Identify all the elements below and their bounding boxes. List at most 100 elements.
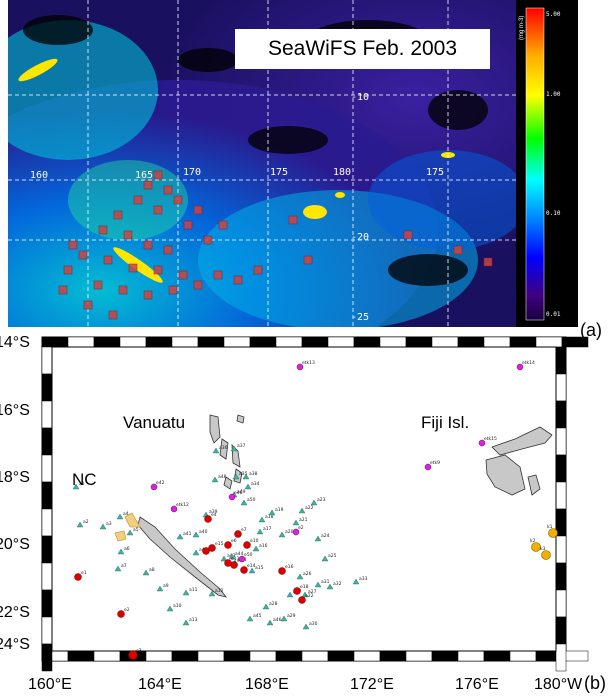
reef-outline — [124, 512, 141, 528]
panel-a-title: SeaWiFS Feb. 2003 — [235, 29, 490, 69]
station-triangle — [192, 549, 200, 556]
colorbar: 5.00 1.00 0.10 0.01 (mg m-3) — [516, 0, 578, 327]
station-square — [303, 255, 313, 265]
station-triangle — [166, 605, 174, 612]
station-label: a46 — [273, 617, 282, 623]
station-label: a3 — [106, 521, 112, 527]
svg-text:172°E: 172°E — [350, 676, 394, 693]
station-triangle — [182, 589, 190, 596]
station-square — [83, 300, 93, 310]
station-square — [193, 280, 203, 290]
station-square — [193, 205, 203, 215]
station-label: a1 — [79, 481, 85, 487]
colorbar-unit: (mg m-3) — [519, 15, 525, 40]
station-label: a48 — [218, 474, 227, 480]
station-triangle — [321, 555, 329, 562]
station-square — [78, 250, 88, 260]
station-label: a32 — [333, 581, 342, 587]
station-label: a2 — [83, 519, 89, 525]
station-triangle — [114, 565, 122, 572]
station-label: etk13 — [302, 360, 315, 366]
station-orange-circles: k1 k2 k3 — [530, 524, 558, 560]
station-triangle — [256, 528, 264, 535]
station-triangle — [292, 519, 300, 526]
station-square — [233, 275, 243, 285]
station-triangle — [242, 473, 250, 480]
station-magenta — [478, 439, 486, 447]
station-label: a23 — [317, 497, 326, 503]
station-triangle — [244, 483, 252, 490]
station-triangle — [208, 590, 216, 597]
station-triangle — [99, 523, 107, 530]
station-triangle — [296, 573, 304, 580]
station-triangle — [228, 553, 236, 560]
station-red — [243, 541, 251, 549]
svg-text:18°S: 18°S — [0, 469, 30, 486]
station-orange — [541, 550, 551, 560]
station-triangle — [192, 531, 200, 538]
station-label: e22 — [305, 593, 314, 599]
station-label: a31 — [321, 579, 330, 585]
station-magenta — [516, 363, 524, 371]
station-red — [204, 515, 212, 523]
svg-text:14°S: 14°S — [0, 334, 30, 351]
station-square — [288, 215, 298, 225]
station-triangle — [258, 516, 266, 523]
station-label: e3 — [136, 648, 142, 654]
station-map: a1a2a3a4a5a6a7a8a9a10a11a12a13a14a15a16a… — [0, 327, 616, 699]
sat-lat-label: -10 — [351, 92, 369, 103]
station-triangle — [314, 535, 322, 542]
station-label: a24 — [321, 533, 330, 539]
station-triangle — [76, 521, 84, 528]
station-label: k2 — [530, 538, 536, 544]
sat-lon-label: 170 — [183, 167, 201, 178]
station-triangle — [176, 533, 184, 540]
colorbar-tick: 0.10 — [546, 210, 561, 217]
station-label: e13 — [231, 556, 240, 562]
station-label: a18 — [265, 514, 274, 520]
station-label: a44 — [235, 551, 244, 557]
svg-text:176°E: 176°E — [455, 676, 499, 693]
vanuatu-island — [223, 476, 233, 490]
station-label: a6 — [124, 546, 130, 552]
station-red — [74, 573, 82, 581]
station-triangle — [326, 583, 334, 590]
station-red-circles: e1e2e3e4e5e6e7e8e10e13e14e15e16e18e22 — [74, 512, 314, 660]
svg-text:168°E: 168°E — [245, 676, 289, 693]
station-label: a22 — [305, 505, 314, 511]
svg-text:22°S: 22°S — [0, 604, 30, 621]
station-label: a9 — [163, 583, 169, 589]
station-triangle — [156, 585, 164, 592]
station-triangle — [248, 567, 256, 574]
station-triangle — [298, 507, 306, 514]
station-label: k1 — [547, 524, 553, 530]
station-square — [68, 240, 78, 250]
lon-axis-labels: 160°E 164°E 168°E 172°E 176°E 180°W — [28, 676, 583, 693]
station-red — [224, 559, 232, 567]
fiji-island — [485, 454, 526, 496]
satellite-image: 160 165 170 175 180 175 -10 -20 -25 SeaW… — [8, 0, 516, 327]
station-triangle — [232, 473, 240, 480]
station-square — [163, 245, 173, 255]
station-triangle — [211, 476, 219, 483]
station-label: a33 — [359, 576, 368, 582]
station-triangle — [266, 619, 274, 626]
station-triangle — [230, 445, 238, 452]
station-magenta — [424, 463, 432, 471]
station-label: a41 — [183, 531, 192, 537]
station-red — [208, 544, 216, 552]
vanuatu-island — [209, 414, 221, 444]
station-triangle — [252, 545, 260, 552]
station-triangle — [286, 591, 294, 598]
panel-b-letter: (b) — [584, 673, 606, 693]
station-label: etk12 — [176, 502, 189, 508]
station-label: e2 — [298, 525, 304, 531]
station-square — [253, 265, 263, 275]
colorbar-tick: 1.00 — [546, 91, 561, 98]
station-square — [143, 180, 153, 190]
station-label: e1 — [81, 570, 87, 576]
station-label: etk14 — [522, 360, 535, 366]
station-square — [153, 205, 163, 215]
station-triangle — [278, 531, 286, 538]
svg-text:164°E: 164°E — [138, 676, 182, 693]
